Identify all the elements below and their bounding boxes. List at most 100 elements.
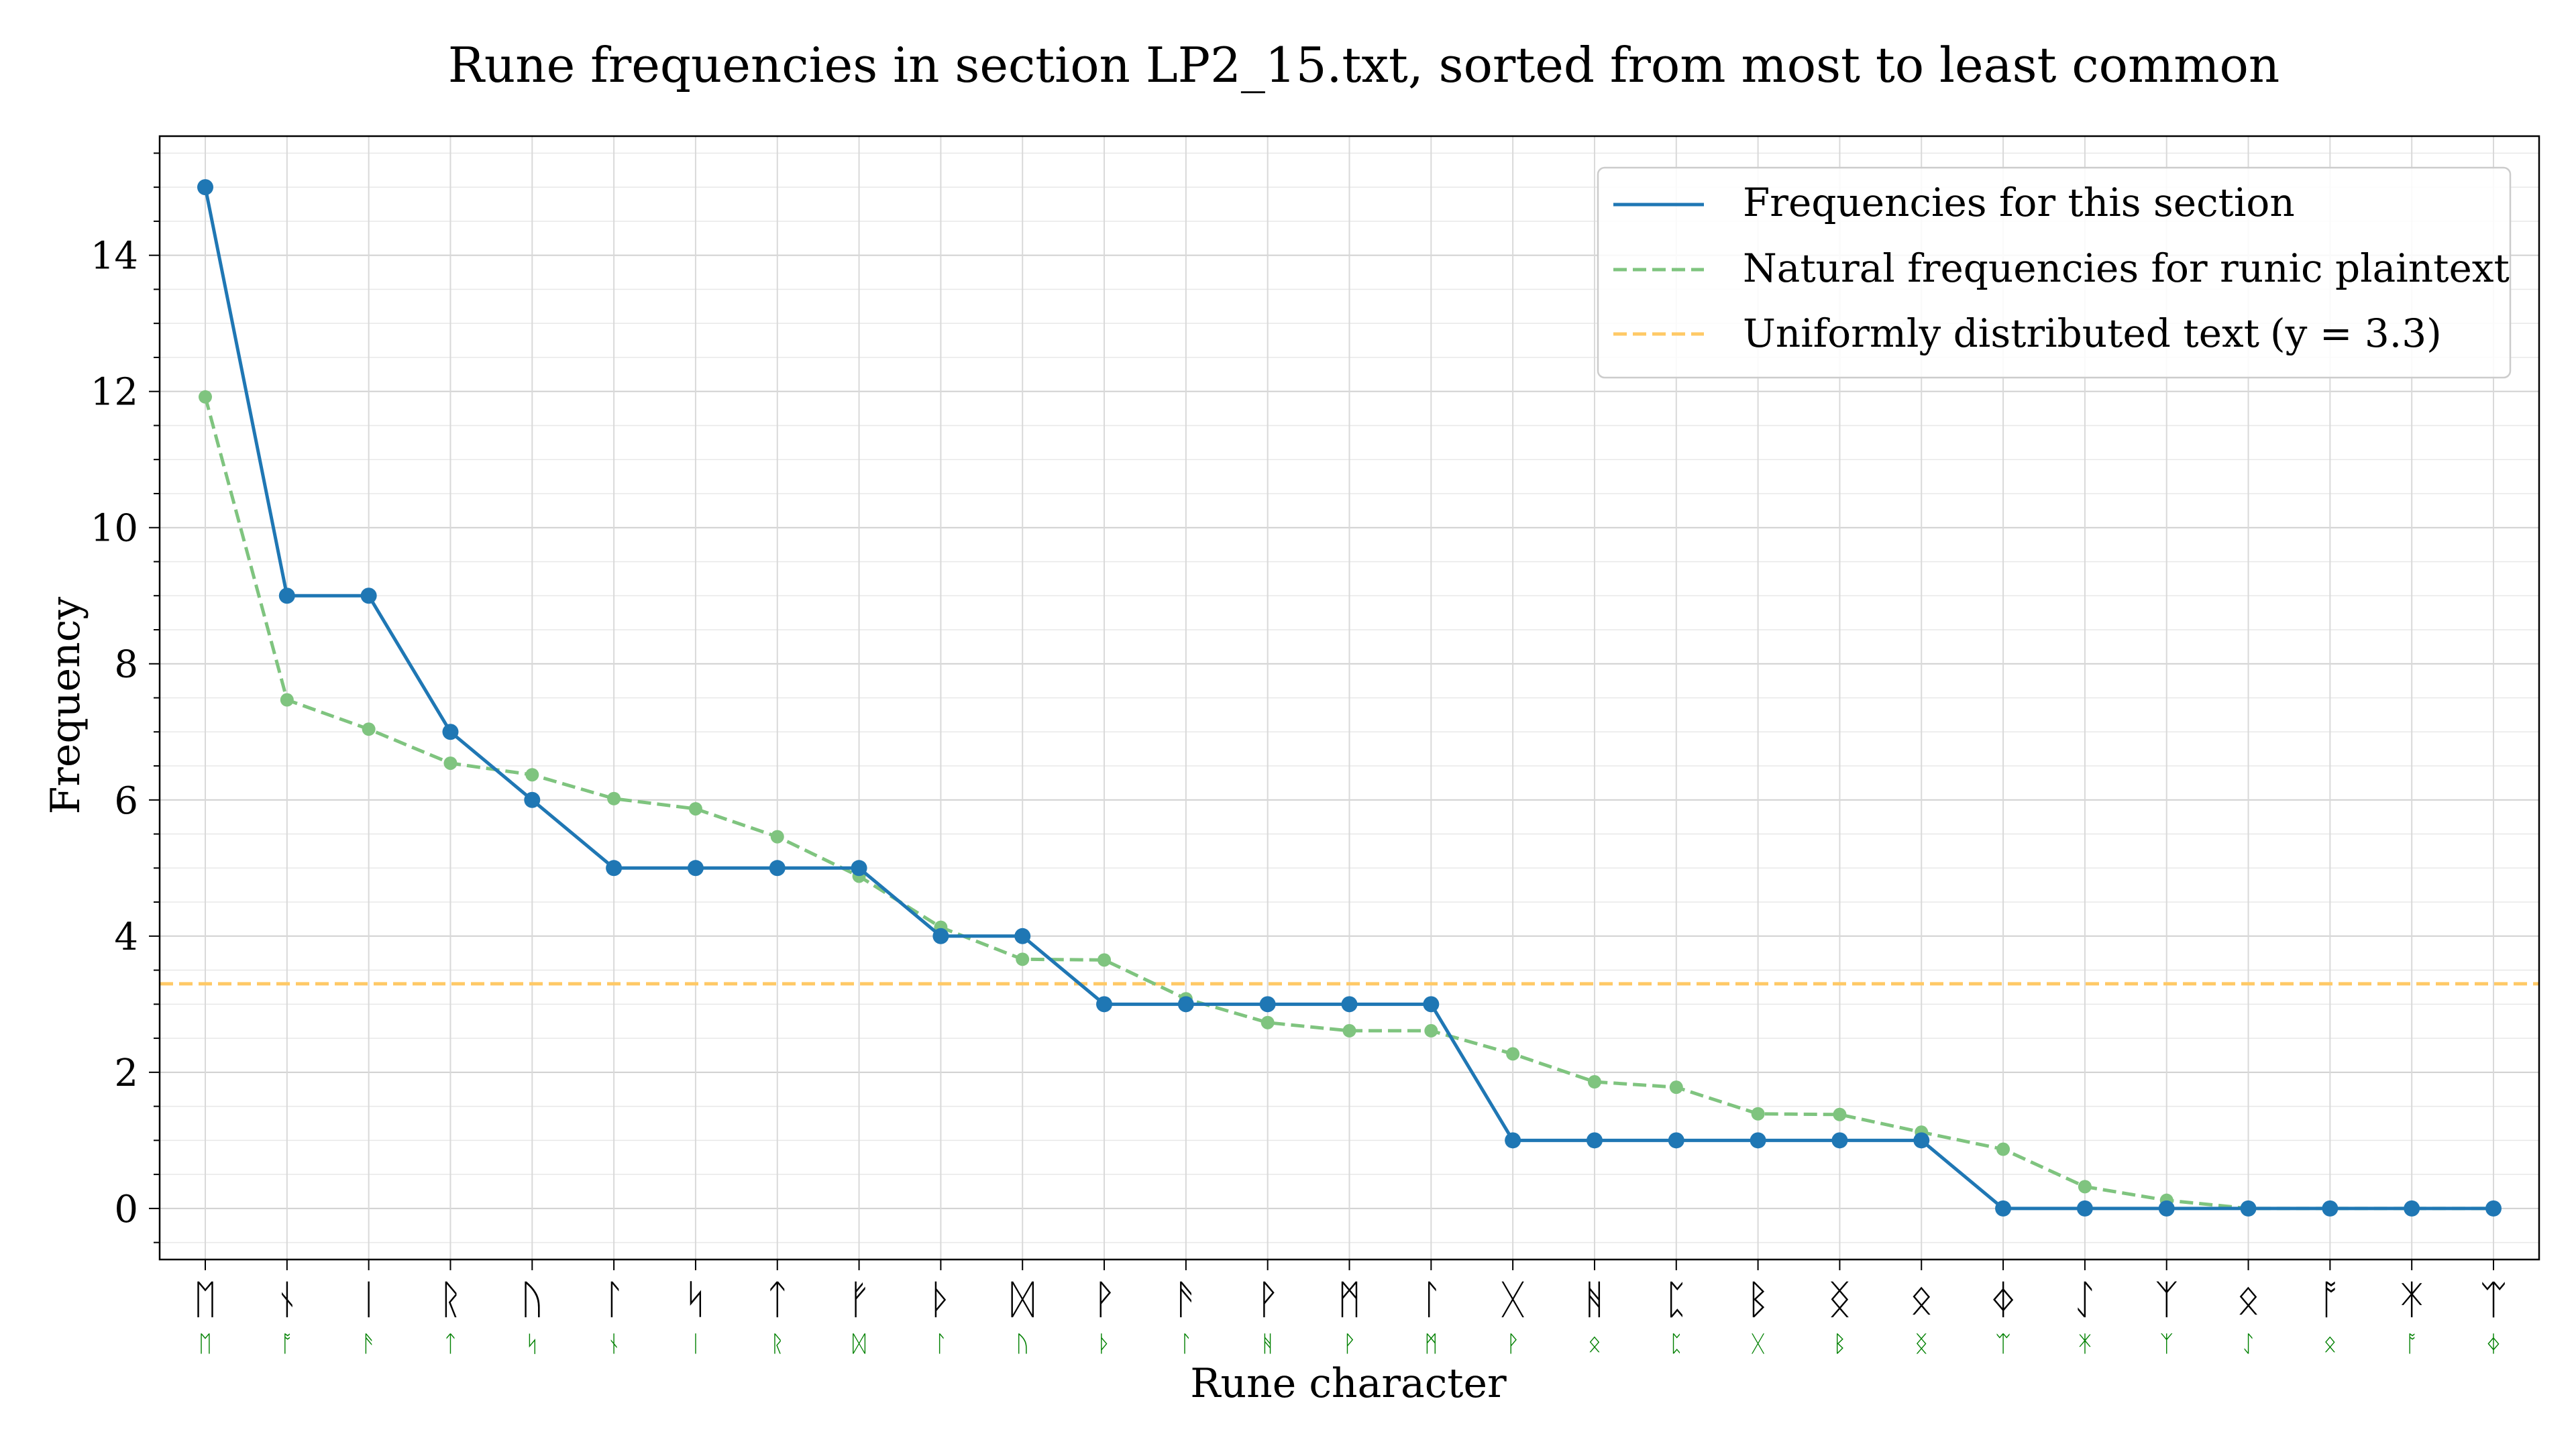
y-tick-label: 14 (91, 235, 138, 278)
x-tick-label: ᛠ (2481, 1276, 2506, 1323)
x-tick-label: ᛁ (357, 1276, 381, 1323)
data-point-natural (1751, 1107, 1765, 1121)
x-secondary-label: ᚱ (771, 1331, 784, 1357)
legend-label-section: Frequencies for this section (1743, 180, 2295, 225)
x-secondary-label: ᛚ (934, 1331, 947, 1357)
x-secondary-label: ᚦ (1097, 1331, 1111, 1357)
data-point-section (278, 588, 295, 604)
x-tick-label: ᚷ (1501, 1276, 1525, 1323)
x-secondary-label: ᛈ (1670, 1331, 1683, 1357)
y-tick-label: 10 (91, 507, 138, 551)
data-point-section (1096, 996, 1113, 1013)
y-tick-label: 0 (114, 1188, 138, 1231)
data-point-section (1423, 996, 1440, 1013)
x-secondary-label: ᛞ (852, 1331, 865, 1357)
data-point-natural (1097, 953, 1112, 967)
x-tick-label: ᛝ (1827, 1276, 1851, 1323)
x-secondary-label: ᛗ (1424, 1331, 1438, 1357)
data-point-section (1668, 1132, 1684, 1149)
data-point-section (1177, 996, 1194, 1013)
data-point-section (932, 928, 949, 944)
data-point-section (2485, 1200, 2502, 1217)
x-tick-label: ᛋ (684, 1276, 708, 1323)
data-point-natural (362, 722, 376, 736)
legend-label-uniform-name: Uniformly distributed text (1743, 311, 2259, 356)
data-point-section (2322, 1200, 2339, 1217)
data-point-section (1913, 1132, 1930, 1149)
data-point-section (1831, 1132, 1848, 1149)
x-secondary-label: ᛇ (2241, 1331, 2255, 1357)
x-secondary-label: ᛝ (1915, 1331, 1928, 1357)
data-point-section (2240, 1200, 2257, 1217)
x-secondary-label: ᛟ (2323, 1331, 2337, 1357)
x-tick-label: ᛟ (2237, 1276, 2261, 1323)
x-secondary-label: ᚹ (1342, 1331, 1356, 1357)
x-tick-label: ᛉ (2155, 1276, 2179, 1323)
x-tick-label: ᛟ (1909, 1276, 1933, 1323)
x-tick-label: ᛇ (2073, 1276, 2097, 1323)
legend-label-uniform: Uniformly distributed text (y = 3.3) (1743, 311, 2442, 356)
y-tick-label: 4 (114, 915, 138, 959)
data-point-section (1259, 996, 1276, 1013)
y-tick-label: 6 (114, 779, 138, 823)
x-tick-label: ᚻ (1582, 1276, 1607, 1323)
data-point-natural (1996, 1142, 2010, 1156)
x-tick-label: ᛏ (765, 1276, 790, 1323)
y-tick-label: 12 (91, 371, 138, 414)
data-point-natural (525, 768, 539, 782)
data-point-natural (1424, 1023, 1438, 1038)
x-secondary-label: ᛚ (1179, 1331, 1193, 1357)
data-point-section (360, 588, 377, 604)
data-point-section (2158, 1200, 2175, 1217)
x-tick-label: ᚫ (1174, 1276, 1198, 1323)
data-point-natural (199, 390, 212, 404)
data-point-natural (1833, 1107, 1847, 1121)
data-point-section (1341, 996, 1358, 1013)
x-secondary-label: ᛠ (1996, 1331, 2010, 1357)
x-secondary-label: ᛡ (2078, 1331, 2092, 1357)
x-secondary-label: ᚷ (1751, 1331, 1764, 1357)
x-secondary-label: ᚻ (1260, 1331, 1274, 1357)
data-point-section (1750, 1132, 1766, 1149)
x-tick-label: ᚩ (2318, 1276, 2342, 1323)
data-point-natural (443, 756, 458, 770)
legend-label-uniform-value: (y = 3.3) (2270, 311, 2442, 356)
x-secondary-label: ᛄ (2487, 1331, 2500, 1357)
data-point-section (1586, 1132, 1603, 1149)
data-point-section (2076, 1200, 2093, 1217)
data-point-section (769, 860, 786, 877)
data-point-natural (1016, 952, 1030, 966)
x-secondary-label: ᚩ (2405, 1331, 2418, 1357)
data-point-natural (770, 830, 784, 844)
data-point-section (1505, 1132, 1521, 1149)
data-point-section (851, 860, 867, 877)
x-tick-label: ᛞ (1010, 1276, 1034, 1323)
chart-title: Rune frequencies in section LP2_15.txt, … (448, 37, 2280, 93)
data-point-natural (1342, 1023, 1356, 1038)
data-point-section (687, 860, 704, 877)
x-secondary-label: ᚾ (607, 1331, 621, 1357)
x-secondary-label: ᛏ (443, 1331, 457, 1357)
x-tick-label: ᛒ (1746, 1276, 1770, 1323)
legend: Frequencies for this section Natural fre… (1597, 166, 2512, 379)
legend-box (1597, 166, 2512, 379)
x-tick-label: ᛚ (602, 1276, 626, 1323)
data-point-natural (1587, 1075, 1601, 1089)
x-axis-label: Rune character (1190, 1360, 1507, 1407)
x-tick-label: ᚹ (1092, 1276, 1116, 1323)
data-point-natural (688, 801, 702, 816)
data-point-natural (1260, 1015, 1275, 1029)
data-point-section (197, 179, 213, 196)
x-secondary-label: ᛒ (1833, 1331, 1846, 1357)
data-point-natural (280, 693, 294, 707)
y-axis-label: Frequency (42, 597, 89, 815)
x-tick-label: ᛡ (2400, 1276, 2424, 1323)
x-tick-label: ᛈ (1664, 1276, 1688, 1323)
x-secondary-label: ᚹ (1506, 1331, 1519, 1357)
x-secondary-label: ᚩ (280, 1331, 294, 1357)
data-point-natural (1506, 1047, 1520, 1061)
data-point-section (2404, 1200, 2420, 1217)
